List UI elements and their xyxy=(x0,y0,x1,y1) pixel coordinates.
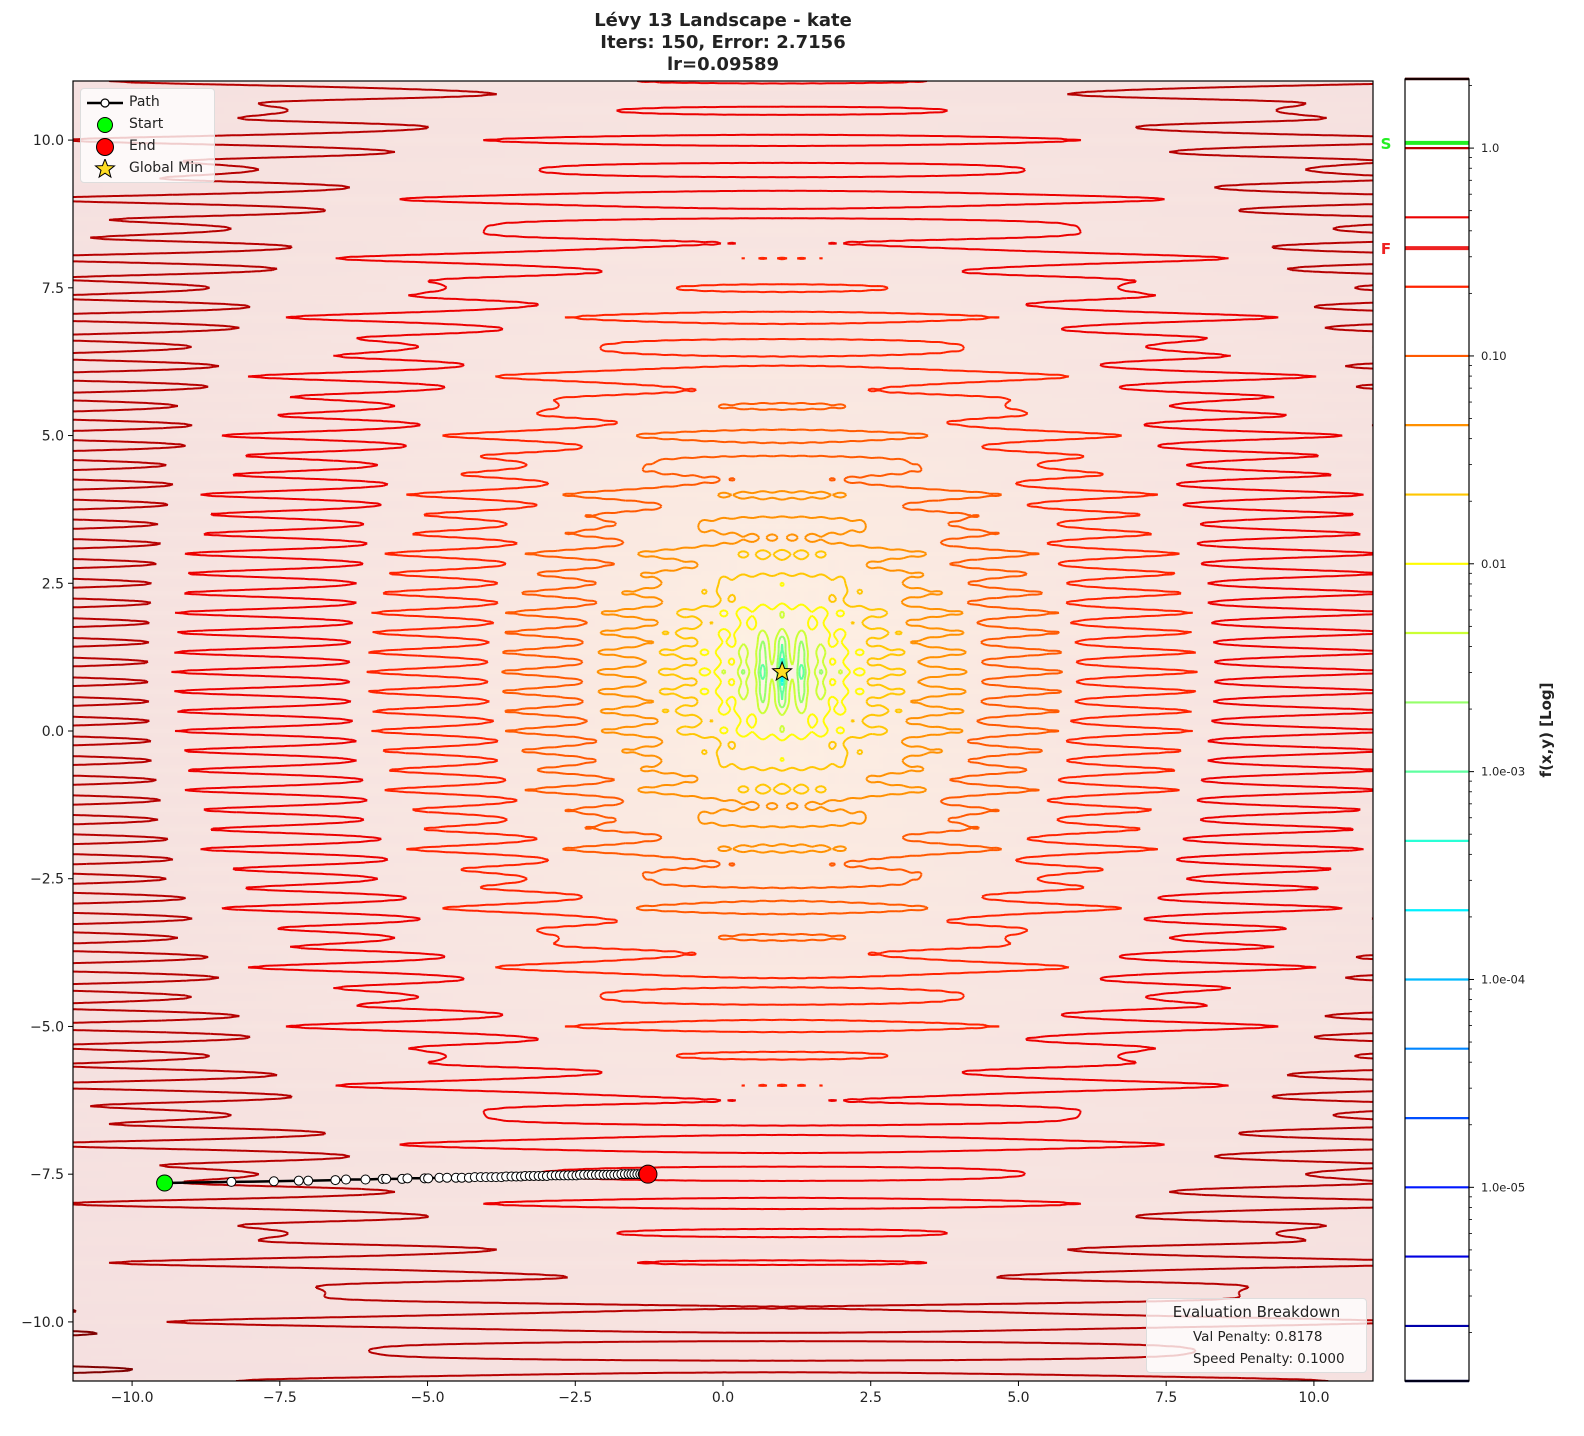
path-point xyxy=(293,1175,304,1186)
contour-level-9 xyxy=(740,635,824,709)
colorbar-tick-label: 1.0e-03 xyxy=(1481,765,1525,779)
contour-lines xyxy=(73,81,1373,1381)
colorbar-tick-label: 0.01 xyxy=(1481,557,1507,571)
contour-level-18 xyxy=(73,1309,134,1374)
legend-item-path: Path xyxy=(81,93,214,113)
y-tick-label: 0.0 xyxy=(42,724,64,740)
end-marker-icon xyxy=(96,138,114,156)
colorbar-body xyxy=(1405,79,1469,1381)
legend: Path Start End Global Min xyxy=(80,88,215,183)
path-point xyxy=(268,1176,279,1187)
star-icon xyxy=(94,159,116,179)
x-tick-label: −7.5 xyxy=(263,1390,297,1406)
colorbar-tick-label: 1.0e-04 xyxy=(1481,972,1525,986)
legend-label: Global Min xyxy=(129,160,203,176)
colorbar: S F 1.0 0.10 0.01 1.0e-03 1.0e-04 1.0e-05 xyxy=(1381,77,1525,1383)
path-point xyxy=(442,1172,453,1183)
colorbar-marker-s: S xyxy=(1381,135,1392,153)
contour-level-15 xyxy=(366,256,1198,1087)
speed-penalty: Speed Penalty: 0.1000 xyxy=(1193,1351,1345,1367)
chart-title-line-1: Lévy 13 Landscape - kate xyxy=(594,10,852,31)
colorbar-marker-f: F xyxy=(1381,240,1391,258)
path-point xyxy=(226,1176,237,1187)
legend-label: Path xyxy=(129,94,160,110)
x-tick-label: 10.0 xyxy=(1298,1390,1329,1406)
legend-item-start: Start xyxy=(81,115,214,135)
colorbar-frame xyxy=(1404,78,1470,1382)
x-tick-label: −5.0 xyxy=(411,1390,445,1406)
x-tick-label: 0.0 xyxy=(712,1390,734,1406)
x-tick-label: −10.0 xyxy=(111,1390,154,1406)
y-tick-label: −2.5 xyxy=(30,872,64,888)
y-tick-label: −5.0 xyxy=(30,1019,64,1035)
contour-level-11 xyxy=(698,581,866,763)
contour-level-12 xyxy=(657,548,907,795)
x-tick-label: 5.0 xyxy=(1007,1390,1029,1406)
path-point xyxy=(381,1173,392,1184)
colorbar-label: f(x,y) [Log] xyxy=(1537,682,1555,778)
x-tick-label: 2.5 xyxy=(860,1390,882,1406)
colorbar-tick-label: 1.0e-05 xyxy=(1481,1180,1525,1194)
path-point xyxy=(341,1174,351,1185)
x-tick-label: 7.5 xyxy=(1155,1390,1177,1406)
contour-level-10 xyxy=(721,610,844,734)
path-point xyxy=(360,1174,371,1185)
legend-item-global-min: Global Min xyxy=(81,159,214,179)
legend-item-end: End xyxy=(81,137,214,157)
optimizer-path xyxy=(156,660,793,1192)
val-penalty: Val Penalty: 0.8178 xyxy=(1193,1329,1323,1345)
evaluation-title: Evaluation Breakdown xyxy=(1172,1303,1341,1321)
contour-level-13 xyxy=(596,490,968,854)
y-tick-label: −7.5 xyxy=(30,1167,64,1183)
y-tick-label: −10.0 xyxy=(21,1315,64,1331)
y-tick-label: 5.0 xyxy=(42,429,64,445)
start-marker xyxy=(156,1174,174,1192)
colorbar-tick-label: 1.0 xyxy=(1481,141,1499,155)
contour-level-17 xyxy=(73,81,1373,1381)
start-marker-icon xyxy=(97,117,113,133)
legend-label: End xyxy=(129,138,156,154)
evaluation-breakdown-box: Evaluation Breakdown Val Penalty: 0.8178… xyxy=(1146,1298,1367,1373)
x-tick-label: −2.5 xyxy=(558,1390,592,1406)
y-tick-label: 10.0 xyxy=(33,133,64,149)
landscape-background xyxy=(73,81,1373,1381)
chart-title-line-3: lr=0.09589 xyxy=(666,54,780,75)
legend-label: Start xyxy=(129,116,164,132)
path-point xyxy=(303,1175,314,1186)
path-point xyxy=(423,1173,434,1184)
path-point xyxy=(402,1173,413,1184)
chart-title-line-2: Iters: 150, Error: 2.7156 xyxy=(600,32,846,53)
axes: −10.0 −7.5 −5.0 −2.5 0.0 2.5 5.0 7.5 10.0 10.0 7.5… xyxy=(21,133,1329,1406)
global-min-star xyxy=(771,660,793,682)
path-line-icon xyxy=(87,98,123,108)
end-marker xyxy=(638,1164,658,1184)
contour-level-14 xyxy=(501,401,1063,942)
path-point xyxy=(330,1175,341,1186)
colorbar-tick-label: 0.10 xyxy=(1481,349,1507,363)
y-tick-label: 7.5 xyxy=(42,281,64,297)
y-tick-label: 2.5 xyxy=(42,576,64,592)
contour-level-16 xyxy=(171,81,1373,1266)
